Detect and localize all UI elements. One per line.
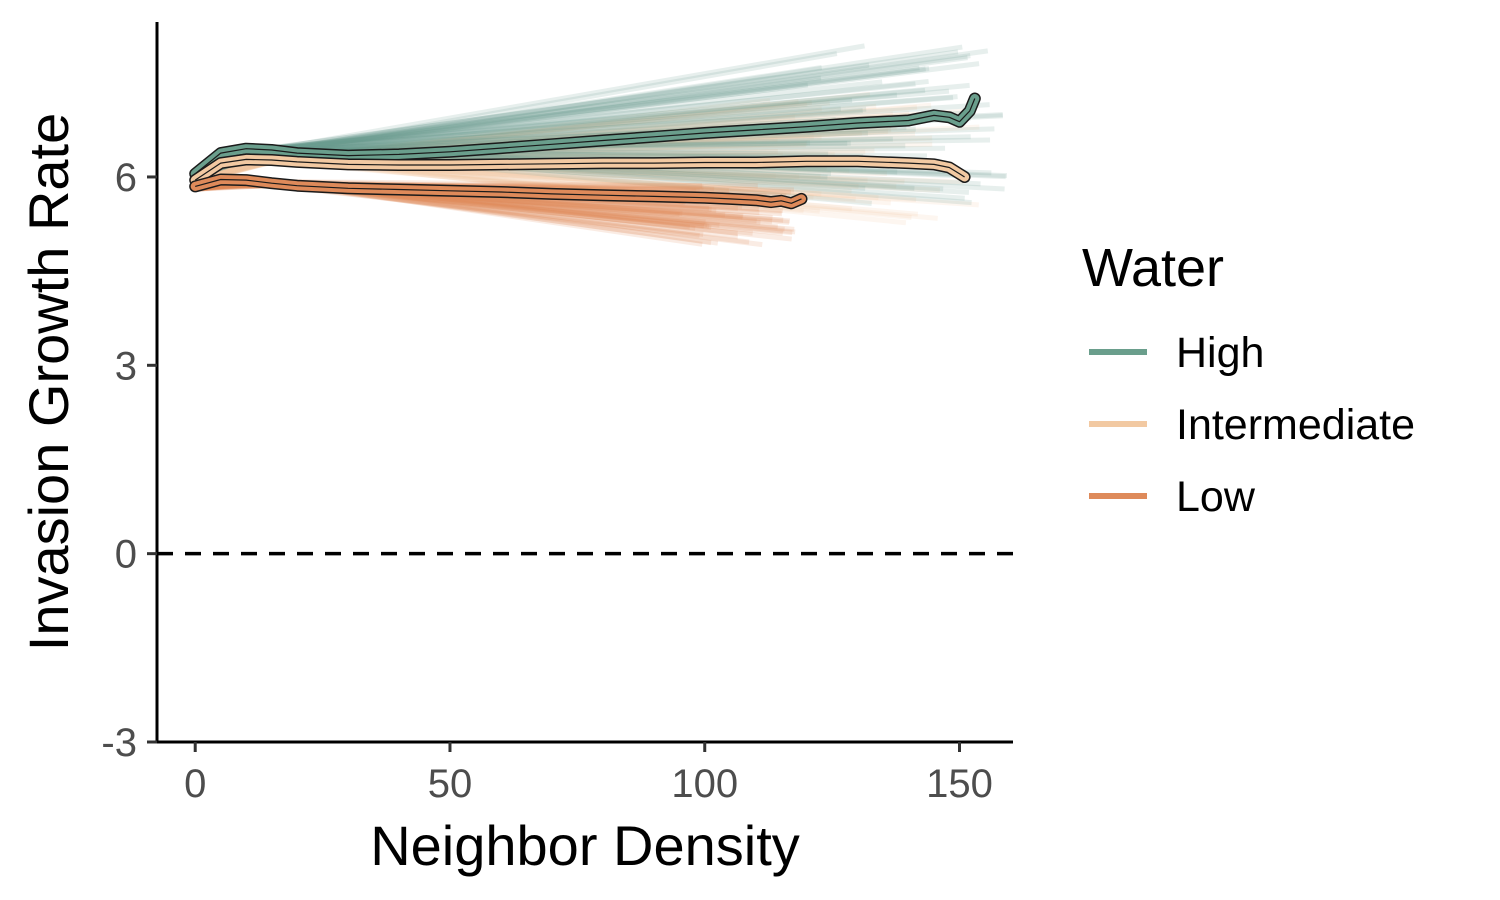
x-axis-title: Neighbor Density [370, 814, 800, 877]
legend-title: Water [1082, 238, 1224, 298]
legend-label-intermediate: Intermediate [1176, 401, 1415, 449]
series-lines [189, 92, 981, 210]
x-axis-ticks: 0 50 100 150 [184, 742, 993, 806]
y-tick-label: 0 [115, 533, 137, 577]
x-tick-label: 50 [428, 762, 473, 806]
series-center-intermediate [194, 158, 965, 181]
legend: Water High Intermediate Low [1082, 238, 1415, 521]
x-tick-label: 0 [184, 762, 206, 806]
y-tick-label: 6 [115, 156, 137, 200]
x-tick-label: 150 [926, 762, 993, 806]
series-center-low [195, 178, 802, 204]
legend-label-low: Low [1176, 473, 1256, 521]
legend-label-high: High [1176, 329, 1264, 377]
y-axis-title: Invasion Growth Rate [17, 113, 80, 651]
x-tick-label: 100 [671, 762, 738, 806]
series-center-high [194, 98, 976, 175]
y-tick-label: 3 [115, 344, 137, 388]
y-axis-ticks: -3 0 3 6 [101, 156, 157, 765]
y-tick-label: -3 [101, 721, 137, 765]
legend-items: High Intermediate Low [1089, 329, 1415, 521]
